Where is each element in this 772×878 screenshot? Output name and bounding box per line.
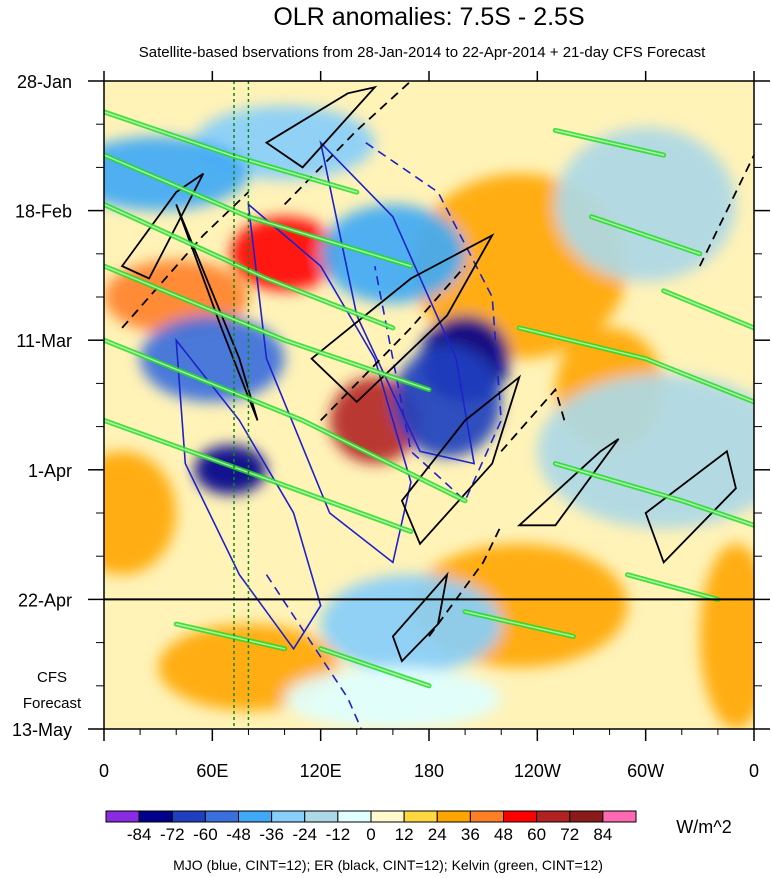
y-tick-label-5: 13-May <box>12 720 72 740</box>
colorbar-label-6: -12 <box>326 825 351 844</box>
kelvin-band-core-5 <box>104 419 412 533</box>
x-tick-label-1: 60E <box>196 761 228 781</box>
mjo-contour-4 <box>265 574 363 729</box>
mjo-contour-1 <box>247 202 412 564</box>
chart-subtitle: Satellite-based bservations from 28-Jan-… <box>139 44 706 61</box>
colorbar-label-3: -48 <box>226 825 251 844</box>
er-contour-4 <box>516 438 620 527</box>
wet-anomaly-4 <box>320 204 466 304</box>
er-contour-8 <box>121 191 250 329</box>
x-tick-label-4: 120W <box>514 761 561 781</box>
er-contour-6 <box>120 172 205 280</box>
x-tick-label-6: 0 <box>749 761 759 781</box>
colorbar-swatch-12 <box>503 810 538 823</box>
colorbar-swatch-10 <box>436 810 471 823</box>
wet-anomaly-2 <box>194 445 267 495</box>
kelvin-band-core-1 <box>104 154 412 267</box>
colorbar-swatch-9 <box>403 810 438 823</box>
kelvin-band-core-7 <box>319 648 430 687</box>
er-contour-2 <box>310 233 495 404</box>
colorbar-label-0: -84 <box>127 825 152 844</box>
colorbar-label-1: -72 <box>160 825 185 844</box>
wet-anomaly-8 <box>555 127 736 282</box>
kelvin-band-core-9 <box>554 129 665 156</box>
reference-lines <box>233 81 250 729</box>
colorbar-swatch-14 <box>569 810 604 823</box>
colorbar-swatch-0 <box>105 810 140 823</box>
er-contours <box>120 81 754 663</box>
forecast-label-cfs: CFS <box>37 669 67 686</box>
kelvin-band-core-0 <box>104 111 358 193</box>
er-contour-9 <box>320 265 466 422</box>
x-tick-label-3: 180 <box>414 761 444 781</box>
colorbar-unit: W/m^2 <box>676 817 731 837</box>
y-tick-label-4: 22-Apr <box>18 590 72 610</box>
dry-anomaly-7 <box>699 543 754 729</box>
colorbar-label-11: 48 <box>494 825 513 844</box>
colorbar-swatch-5 <box>271 810 306 823</box>
colorbar-swatch-1 <box>138 810 173 823</box>
colorbar-label-13: 72 <box>560 825 579 844</box>
colorbar-swatch-13 <box>536 810 571 823</box>
er-contour-3 <box>400 374 522 546</box>
kelvin-band-core-2 <box>104 203 394 329</box>
er-contour-5 <box>644 449 737 565</box>
kelvin-band-core-13 <box>626 573 719 601</box>
er-contour-11 <box>500 387 566 452</box>
kelvin-contours <box>104 109 754 689</box>
wet-anomaly-9 <box>537 374 754 529</box>
wet-anomaly-1 <box>392 346 502 458</box>
colorbar-swatch-2 <box>171 810 206 823</box>
colorbar-label-5: -24 <box>292 825 317 844</box>
colorbar-label-4: -36 <box>259 825 284 844</box>
kelvin-band-core-6 <box>175 623 286 650</box>
colorbar-swatch-7 <box>337 810 372 823</box>
colorbar-swatch-8 <box>370 810 405 823</box>
kelvin-band-core-14 <box>662 290 754 329</box>
colorbar-label-8: 12 <box>395 825 414 844</box>
kelvin-band-core-3 <box>104 265 430 391</box>
er-contour-1 <box>264 85 378 169</box>
y-tick-label-0: 28-Jan <box>17 72 72 92</box>
colorbar-label-9: 24 <box>428 825 447 844</box>
er-contour-0 <box>175 204 259 421</box>
colorbar-label-12: 60 <box>527 825 546 844</box>
kelvin-band-core-8 <box>518 327 754 403</box>
chart-title: OLR anomalies: 7.5S - 2.5S <box>273 3 584 31</box>
colorbar-label-14: 84 <box>593 825 612 844</box>
forecast-label-forecast: Forecast <box>23 695 82 712</box>
contour-legend: MJO (blue, CINT=12); ER (black, CINT=12)… <box>173 857 603 873</box>
colorbar-label-2: -60 <box>193 825 218 844</box>
y-tick-label-1: 18-Feb <box>15 202 72 222</box>
wet-anomaly-6 <box>104 136 249 211</box>
plot-area <box>104 81 754 729</box>
axes: 0 60E 120E 180 120W 60W 0 28-Jan 18-Feb 11-Mar 1-A… <box>12 71 770 781</box>
colorbar-swatch-15 <box>602 810 637 823</box>
colorbar-swatch-6 <box>304 810 339 823</box>
wet-anomaly-3 <box>140 315 285 402</box>
kelvin-band-core-4 <box>104 339 466 502</box>
x-tick-label-0: 0 <box>99 761 109 781</box>
kelvin-band-core-12 <box>464 610 575 638</box>
x-tick-label-5: 60W <box>627 761 664 781</box>
x-tick-label-2: 120E <box>300 761 342 781</box>
dry-anomaly-5 <box>104 451 177 575</box>
colorbar-swatch-3 <box>204 810 239 823</box>
y-tick-label-3: 1-Apr <box>28 461 72 481</box>
er-contour-12 <box>698 154 754 267</box>
wet-anomaly-10 <box>284 667 502 729</box>
colorbar: -84 -72 -60 -48 -36 -24 -12 0 12 24 36 48 60 72 84 <box>105 810 637 844</box>
y-tick-label-2: 11-Mar <box>16 331 72 351</box>
kelvin-band-core-10 <box>590 216 701 255</box>
er-contour-10 <box>428 524 503 637</box>
colorbar-label-7: 0 <box>366 825 375 844</box>
colorbar-swatch-4 <box>238 810 273 823</box>
colorbar-label-10: 36 <box>461 825 480 844</box>
kelvin-band-core-11 <box>554 462 754 527</box>
colorbar-swatch-11 <box>469 810 504 823</box>
